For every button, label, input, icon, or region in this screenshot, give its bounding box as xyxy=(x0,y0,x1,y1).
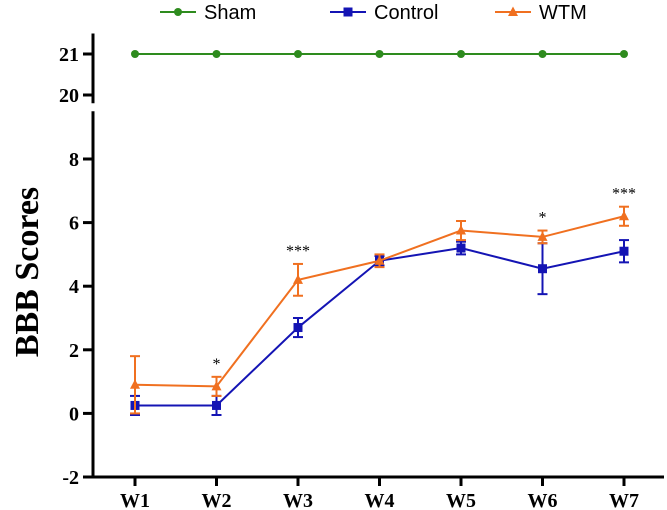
data-point xyxy=(293,274,303,284)
legend-item-control: Control xyxy=(330,2,438,24)
y-tick-label: 2 xyxy=(69,340,79,362)
data-point xyxy=(537,231,548,241)
data-point xyxy=(538,264,547,274)
legend-item-sham: Sham xyxy=(160,2,256,24)
significance-marker: * xyxy=(539,210,547,227)
data-point xyxy=(211,380,222,391)
y-tick-label: 8 xyxy=(69,149,79,171)
series-line xyxy=(134,215,625,388)
x-tick-label: W7 xyxy=(609,490,639,510)
series-line xyxy=(135,247,625,407)
x-tick-label: W2 xyxy=(202,490,232,510)
legend-label: Sham xyxy=(204,2,256,24)
data-point xyxy=(130,379,140,389)
data-point xyxy=(212,400,221,410)
x-tick-label: W6 xyxy=(528,490,558,510)
data-point xyxy=(293,323,303,333)
data-point xyxy=(619,246,629,256)
significance-marker: *** xyxy=(612,186,636,203)
series-sham xyxy=(131,50,628,58)
data-point xyxy=(131,50,139,58)
data-point xyxy=(374,255,385,265)
legend-marker xyxy=(343,7,353,17)
legend-marker xyxy=(508,6,518,16)
y-tick-label: 21 xyxy=(59,44,79,66)
y-axis-label: BBB Scores xyxy=(9,187,46,357)
legend-marker xyxy=(174,8,182,16)
annotation-layer: ******** xyxy=(213,186,637,373)
significance-marker: *** xyxy=(286,243,310,260)
y-tick-label: -2 xyxy=(62,467,79,489)
y-tick-label: 0 xyxy=(69,403,79,425)
legend: Sham Control WTM xyxy=(160,2,587,24)
x-tick-label: W4 xyxy=(365,490,395,510)
x-tick-label: W1 xyxy=(120,490,150,510)
series-wtm xyxy=(130,205,629,415)
legend-label: Control xyxy=(374,2,438,24)
data-point xyxy=(294,50,302,58)
axes: -2 0 2 4 6 8 20 21 W1 W2 W3 W4 W5 W6 W7 xyxy=(59,33,664,510)
data-point xyxy=(456,225,466,235)
data-point xyxy=(212,50,221,58)
data-point xyxy=(375,50,384,58)
y-tick-label: 4 xyxy=(69,276,79,298)
legend-label: WTM xyxy=(539,2,587,24)
data-point xyxy=(619,210,629,221)
data-point xyxy=(538,50,547,58)
data-point xyxy=(620,50,628,58)
series-layer xyxy=(130,50,629,416)
legend-item-wtm: WTM xyxy=(495,2,587,24)
x-tick-label: W5 xyxy=(446,490,476,510)
y-tick-label: 20 xyxy=(59,85,79,107)
data-point xyxy=(457,50,465,58)
significance-marker: * xyxy=(213,356,221,373)
x-tick-label: W3 xyxy=(283,490,313,510)
y-tick-label: 6 xyxy=(69,213,79,235)
data-point xyxy=(456,243,466,253)
